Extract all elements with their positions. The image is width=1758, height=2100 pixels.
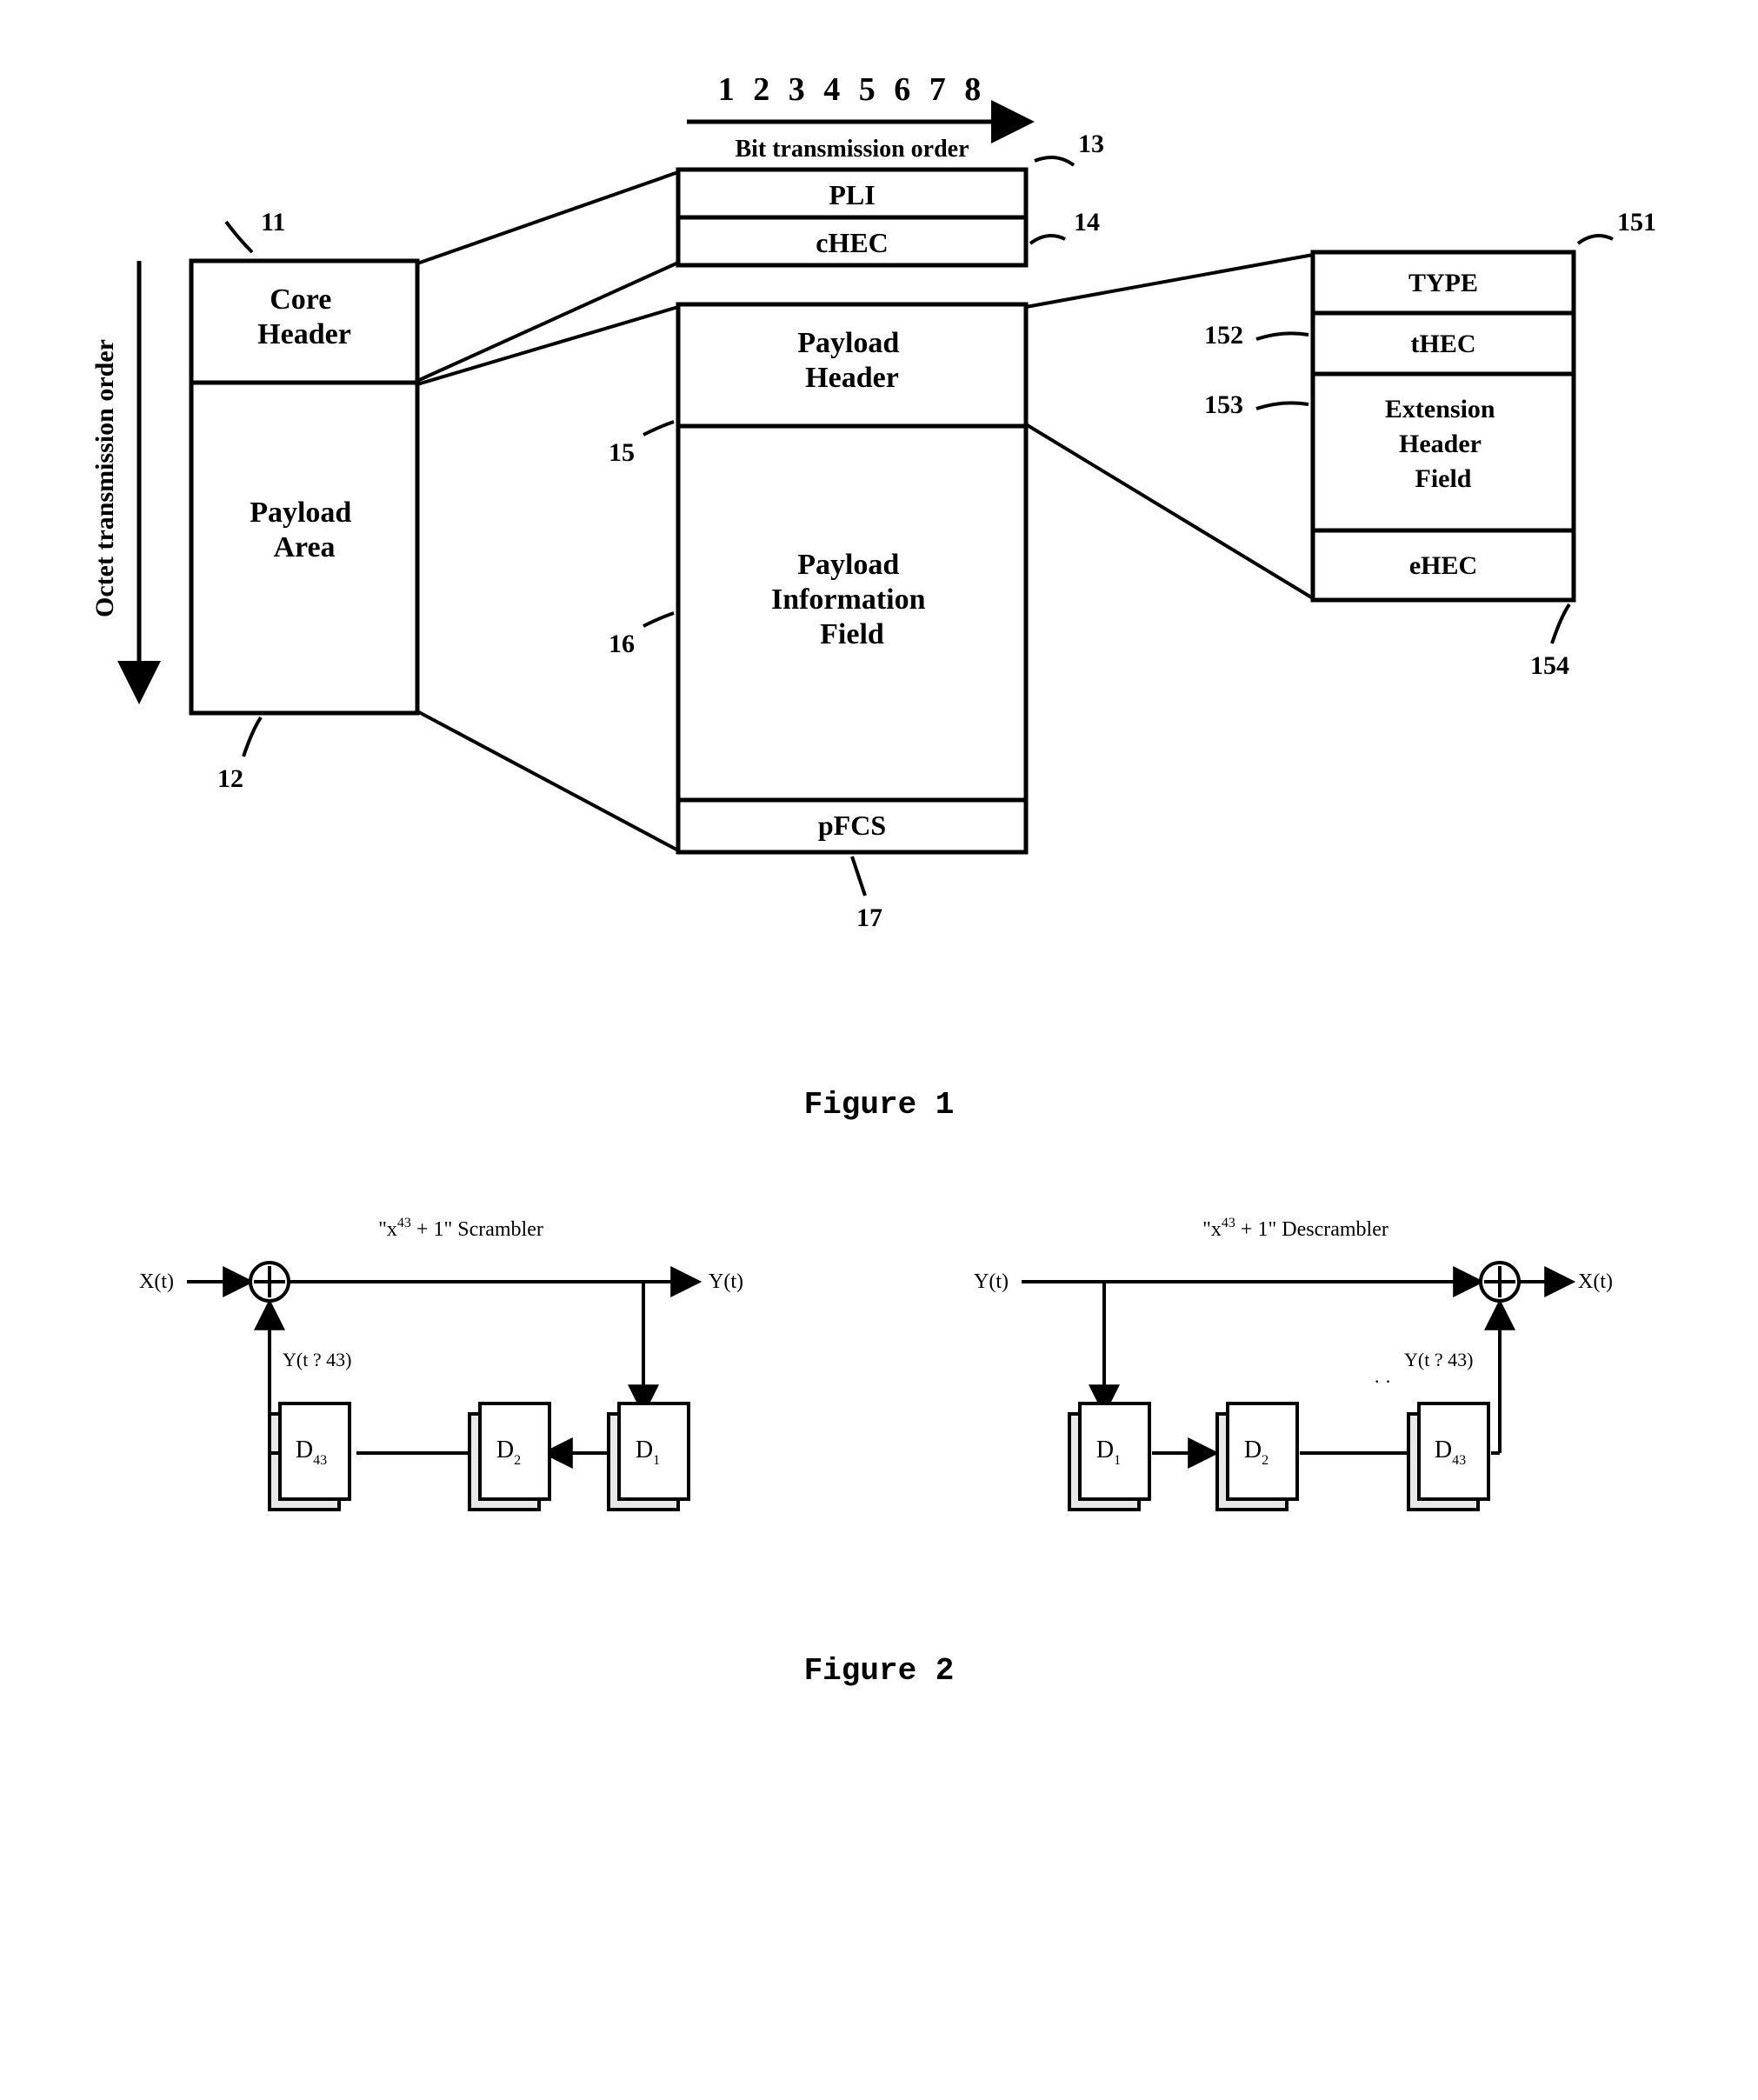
octet-order-group: Octet transmission order [90,261,139,696]
descrambler-xout: X(t) [1578,1270,1613,1293]
callout-12: 12 [217,717,261,793]
callout-16: 16 [609,613,674,658]
label-11: 11 [261,208,285,237]
svg-text:· ·: · · [1374,1370,1391,1392]
dbox-d43: D43 [270,1403,350,1510]
label-13: 13 [1078,130,1104,158]
descrambler-title: "x43 + 1" Descrambler [1202,1216,1388,1241]
xor-icon [250,1263,289,1301]
callout-152: 152 [1204,321,1309,350]
label-17: 17 [856,903,882,932]
payload-expand: Payload Header Payload Information Field… [678,304,1026,852]
callout-151: 151 [1578,208,1656,243]
ehec-text: eHEC [1409,551,1477,580]
scrambler-yout: Y(t) [709,1270,743,1293]
frame-block: Core Header Payload Area [191,261,417,713]
scrambler-group: "x43 + 1" Scrambler X(t) Y(t) D1 [139,1216,743,1510]
callout-15: 15 [609,422,674,467]
label-12: 12 [217,764,243,793]
dbox-d43-r: D43 [1408,1403,1488,1510]
scrambler-title: "x43 + 1" Scrambler [378,1216,543,1241]
callout-13: 13 [1035,130,1104,165]
label-16: 16 [609,630,635,658]
figure2-caption: Figure 2 [35,1653,1723,1689]
figure1-svg: Octet transmission order Core Header Pay… [35,35,1723,1061]
figure1-caption: Figure 1 [35,1087,1723,1123]
dbox-d2: D2 [469,1403,549,1510]
core-expand: PLI cHEC [678,170,1026,265]
dbox-d2-r: D2 [1217,1403,1297,1510]
label-153: 153 [1204,390,1243,419]
descrambler-group: "x43 + 1" Descrambler Y(t) X(t) D1 [974,1216,1613,1510]
bit-order-label: Bit transmission order [735,136,969,163]
ext-header-expand: TYPE tHEC Extension Header Field eHEC [1313,252,1574,600]
descrambler-yin: Y(t) [974,1270,1009,1293]
label-14: 14 [1074,208,1100,237]
scrambler-ydelay: Y(t ? 43) [283,1349,351,1370]
callout-17: 17 [852,857,882,932]
chec-text: cHEC [816,227,889,258]
figure2-svg: "x43 + 1" Scrambler X(t) Y(t) D1 [35,1175,1723,1627]
label-154: 154 [1530,651,1569,680]
scrambler-xin: X(t) [139,1270,174,1293]
pli-text: PLI [829,179,875,210]
callout-11: 11 [226,208,285,252]
callout-154: 154 [1530,604,1569,680]
type-text: TYPE [1408,269,1478,297]
dbox-d1-r: D1 [1069,1403,1149,1510]
dbox-d1: D1 [609,1403,689,1510]
bit-order-group: 1 2 3 4 5 6 7 8 Bit transmission order [687,71,1026,163]
pfcs-text: pFCS [818,810,886,841]
octet-order-label: Octet transmission order [90,339,119,617]
callout-153: 153 [1204,390,1309,419]
label-151: 151 [1617,208,1656,237]
callout-14: 14 [1030,208,1100,243]
bit-numbers: 1 2 3 4 5 6 7 8 [718,71,987,108]
label-152: 152 [1204,321,1243,350]
descrambler-ydelay: Y(t ? 43) [1404,1349,1473,1370]
label-15: 15 [609,438,635,467]
xor-icon-descrambler [1481,1263,1519,1301]
thec-text: tHEC [1411,330,1476,358]
